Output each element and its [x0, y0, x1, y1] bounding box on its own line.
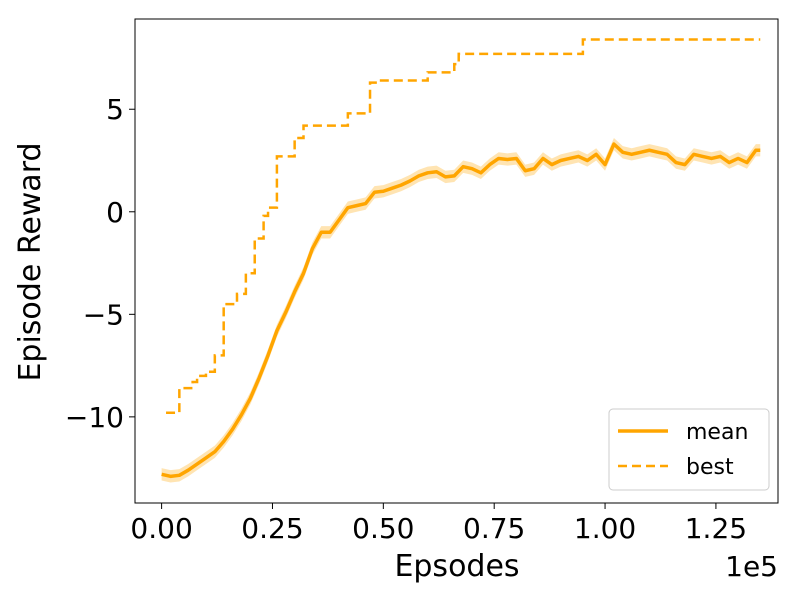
x-axis-offset-label: 1e5 [725, 550, 778, 583]
series-line-mean [161, 142, 761, 479]
x-tick-label: 0.75 [463, 512, 525, 545]
x-tick-label: 0.25 [241, 512, 303, 545]
x-tick-label: 0.00 [130, 512, 192, 545]
plot-frame [134, 18, 779, 504]
y-tick-label: 5 [106, 93, 124, 126]
series-line-best [166, 38, 761, 415]
legend-label-mean: mean [686, 420, 748, 445]
mean-confidence-band [161, 137, 761, 483]
y-axis: −10 −5 0 5 [65, 93, 135, 434]
band-layer [161, 137, 761, 483]
y-axis-title: Episode Reward [13, 142, 48, 381]
legend-label-best: best [686, 455, 734, 480]
y-tick-label: −5 [83, 298, 124, 331]
legend: mean best [608, 408, 770, 491]
x-axis-title: Epsodes [394, 549, 519, 584]
series-layer [161, 38, 761, 479]
x-axis: 0.00 0.25 0.50 0.75 1.00 1.25 [130, 503, 747, 545]
y-tick-label: −10 [65, 401, 124, 434]
x-tick-label: 1.25 [685, 512, 747, 545]
y-tick-label: 0 [106, 196, 124, 229]
x-tick-label: 1.00 [574, 512, 636, 545]
x-tick-label: 0.50 [352, 512, 414, 545]
